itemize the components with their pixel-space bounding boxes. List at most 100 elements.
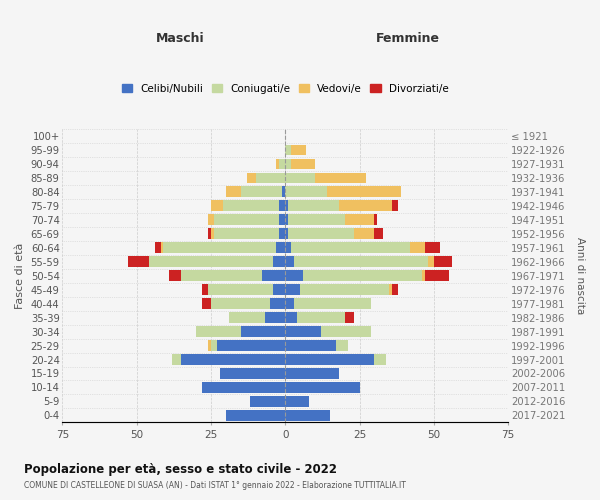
Bar bbox=[274, 256, 286, 267]
Bar bbox=[256, 172, 286, 184]
Bar bbox=[434, 256, 452, 267]
Bar bbox=[280, 214, 286, 226]
Bar bbox=[208, 340, 211, 351]
Bar bbox=[280, 228, 286, 239]
Bar bbox=[286, 284, 300, 295]
Bar bbox=[286, 298, 294, 309]
Bar bbox=[286, 256, 294, 267]
Bar bbox=[286, 326, 321, 337]
Text: Femmine: Femmine bbox=[376, 32, 440, 45]
Bar bbox=[286, 340, 336, 351]
Bar bbox=[220, 368, 286, 379]
Bar bbox=[286, 144, 291, 156]
Bar bbox=[374, 228, 383, 239]
Bar bbox=[277, 242, 286, 253]
Bar bbox=[128, 256, 149, 267]
Bar bbox=[392, 284, 398, 295]
Bar bbox=[181, 354, 286, 365]
Bar bbox=[155, 242, 161, 253]
Bar bbox=[288, 214, 345, 226]
Bar bbox=[428, 256, 434, 267]
Bar bbox=[172, 354, 181, 365]
Bar bbox=[286, 354, 374, 365]
Bar bbox=[229, 312, 265, 323]
Bar bbox=[211, 340, 217, 351]
Bar bbox=[265, 312, 286, 323]
Bar bbox=[161, 242, 163, 253]
Bar bbox=[217, 340, 286, 351]
Bar bbox=[214, 214, 280, 226]
Bar bbox=[286, 242, 291, 253]
Bar bbox=[291, 242, 410, 253]
Text: COMUNE DI CASTELLEONE DI SUASA (AN) - Dati ISTAT 1° gennaio 2022 - Elaborazione : COMUNE DI CASTELLEONE DI SUASA (AN) - Da… bbox=[24, 481, 406, 490]
Bar bbox=[211, 228, 214, 239]
Bar bbox=[339, 200, 392, 211]
Bar bbox=[286, 200, 288, 211]
Bar bbox=[303, 270, 422, 281]
Bar bbox=[241, 186, 283, 198]
Bar bbox=[286, 396, 309, 407]
Bar bbox=[345, 312, 353, 323]
Bar bbox=[280, 158, 286, 170]
Bar bbox=[315, 172, 365, 184]
Bar bbox=[286, 214, 288, 226]
Bar bbox=[286, 172, 315, 184]
Bar bbox=[286, 368, 339, 379]
Bar bbox=[277, 158, 280, 170]
Bar bbox=[211, 200, 223, 211]
Bar bbox=[283, 186, 286, 198]
Bar bbox=[353, 228, 374, 239]
Bar bbox=[336, 340, 348, 351]
Bar bbox=[345, 214, 374, 226]
Y-axis label: Anni di nascita: Anni di nascita bbox=[575, 237, 585, 314]
Bar bbox=[291, 144, 306, 156]
Bar bbox=[208, 228, 211, 239]
Bar bbox=[374, 214, 377, 226]
Bar bbox=[374, 354, 386, 365]
Bar bbox=[149, 256, 274, 267]
Bar bbox=[202, 382, 286, 393]
Text: Maschi: Maschi bbox=[155, 32, 205, 45]
Bar bbox=[294, 256, 428, 267]
Bar bbox=[294, 298, 371, 309]
Bar bbox=[202, 298, 211, 309]
Bar bbox=[211, 298, 271, 309]
Bar bbox=[425, 242, 440, 253]
Bar bbox=[286, 186, 327, 198]
Bar bbox=[208, 214, 214, 226]
Bar bbox=[286, 270, 303, 281]
Bar bbox=[291, 158, 315, 170]
Bar bbox=[286, 410, 330, 421]
Bar bbox=[223, 200, 280, 211]
Bar bbox=[214, 228, 280, 239]
Bar bbox=[241, 326, 286, 337]
Bar bbox=[288, 200, 339, 211]
Bar bbox=[321, 326, 371, 337]
Bar bbox=[288, 228, 353, 239]
Bar bbox=[226, 186, 241, 198]
Bar bbox=[181, 270, 262, 281]
Bar bbox=[271, 298, 286, 309]
Bar bbox=[169, 270, 181, 281]
Bar bbox=[280, 200, 286, 211]
Bar bbox=[389, 284, 392, 295]
Bar bbox=[262, 270, 286, 281]
Bar bbox=[202, 284, 208, 295]
Bar bbox=[286, 312, 297, 323]
Bar bbox=[286, 158, 291, 170]
Bar bbox=[274, 284, 286, 295]
Bar bbox=[422, 270, 425, 281]
Bar bbox=[425, 270, 449, 281]
Legend: Celibi/Nubili, Coniugati/e, Vedovi/e, Divorziati/e: Celibi/Nubili, Coniugati/e, Vedovi/e, Di… bbox=[119, 82, 451, 96]
Bar bbox=[300, 284, 389, 295]
Bar bbox=[286, 382, 359, 393]
Bar bbox=[196, 326, 241, 337]
Bar bbox=[208, 284, 274, 295]
Bar bbox=[247, 172, 256, 184]
Bar bbox=[286, 228, 288, 239]
Bar bbox=[250, 396, 286, 407]
Bar bbox=[163, 242, 277, 253]
Y-axis label: Fasce di età: Fasce di età bbox=[15, 242, 25, 309]
Bar bbox=[327, 186, 401, 198]
Bar bbox=[226, 410, 286, 421]
